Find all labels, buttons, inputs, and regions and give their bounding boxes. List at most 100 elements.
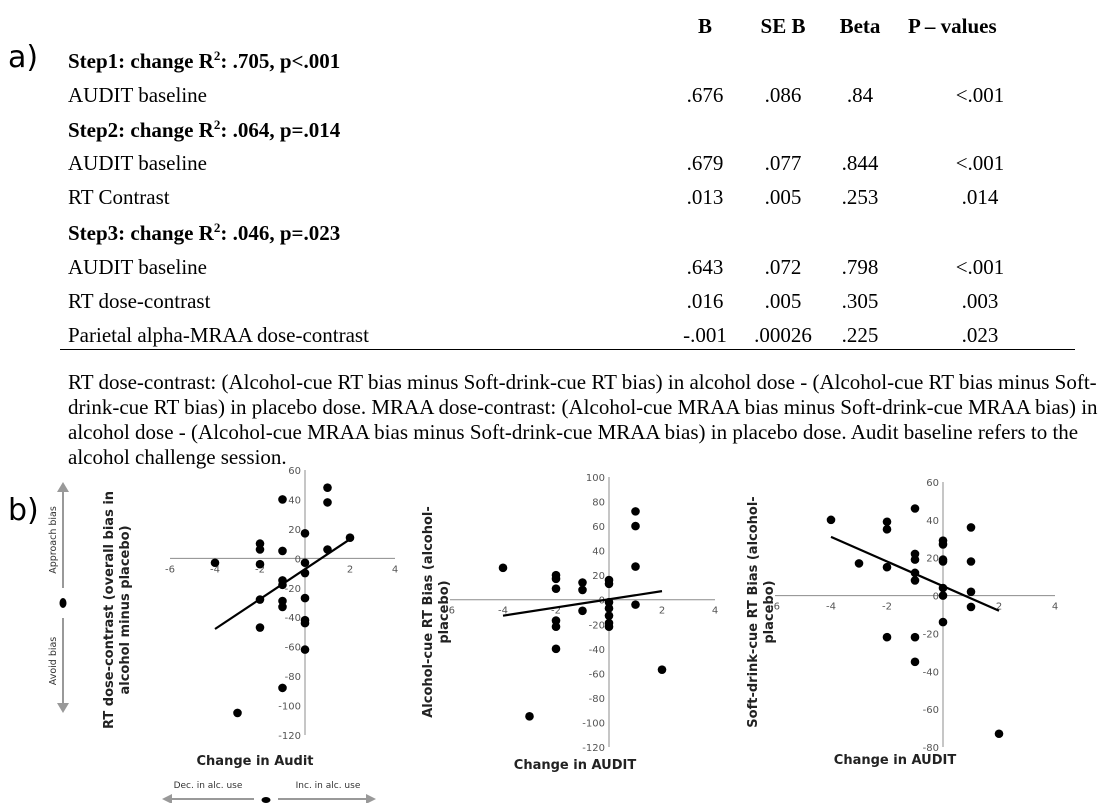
step1-row1-label: AUDIT baseline — [68, 83, 207, 107]
data-point — [910, 632, 920, 642]
data-point — [278, 596, 287, 606]
data-point — [994, 729, 1004, 739]
data-point — [210, 558, 220, 568]
header-beta: Beta — [839, 14, 881, 38]
step2-row2-label: RT Contrast — [68, 185, 170, 209]
data-point — [551, 644, 561, 654]
right-arrowhead-icon — [366, 794, 376, 803]
step3-row1-label: AUDIT baseline — [68, 255, 207, 279]
step3-row3-b: -.001 — [683, 323, 727, 347]
data-point — [278, 683, 287, 693]
data-point — [882, 525, 892, 534]
y-tick-label: -100 — [582, 718, 605, 729]
step3-row2-label: RT dose-contrast — [68, 289, 211, 313]
step3-row2-p: .003 — [961, 289, 999, 313]
data-point — [657, 665, 667, 674]
up-arrowhead-icon — [57, 482, 69, 492]
y-tick-label: 60 — [592, 522, 605, 533]
step2-row2-se: .005 — [764, 185, 802, 209]
x-tick-label: 4 — [1052, 602, 1058, 613]
dec-alc-use-label: Dec. in alc. use — [174, 781, 243, 791]
data-point — [966, 557, 976, 566]
step3-row1-p: <.001 — [955, 255, 1005, 279]
x-tick-label: -2 — [551, 606, 561, 617]
y-tick-label: 40 — [288, 495, 301, 506]
inc-alc-use-label: Inc. in alc. use — [296, 781, 361, 791]
data-point — [323, 483, 332, 492]
data-point — [323, 545, 332, 554]
x-tick-label: 2 — [659, 606, 665, 617]
step3-row3-se: .00026 — [754, 323, 812, 347]
y-tick-label: 0 — [933, 592, 939, 603]
data-point — [631, 521, 640, 531]
data-point — [300, 568, 310, 578]
data-point — [300, 645, 310, 654]
data-point — [578, 585, 587, 595]
x-axis-title: Change in AUDIT — [514, 758, 637, 773]
x-tick-label: 4 — [712, 606, 718, 617]
step2-row1-beta: .844 — [841, 151, 879, 175]
header-b: B — [697, 14, 712, 38]
step2-row1-label: AUDIT baseline — [68, 151, 207, 175]
y-tick-label: -40 — [923, 667, 939, 678]
data-point — [604, 622, 614, 632]
step3-row2-b: .016 — [686, 289, 724, 313]
step3-row1-se: .072 — [764, 255, 802, 279]
y-tick-label: 100 — [586, 473, 605, 484]
y-tick-label: 60 — [288, 466, 301, 477]
step1-row1-p: <.001 — [955, 83, 1005, 107]
data-point — [604, 611, 614, 620]
data-point — [255, 595, 265, 604]
y-tick-label: 0 — [295, 554, 301, 565]
data-point — [910, 576, 920, 585]
x-tick-label: -6 — [770, 602, 780, 613]
data-point — [604, 579, 614, 589]
data-point — [498, 563, 508, 573]
y-tick-label: -20 — [285, 584, 301, 595]
step2-row2-beta: .253 — [841, 185, 879, 209]
data-point — [631, 507, 640, 516]
y-tick-label: -80 — [589, 694, 605, 705]
y-tick-label: 60 — [926, 478, 939, 489]
avoid-bias-label: Avoid bias — [48, 637, 59, 686]
x-axis-title: Change in AUDIT — [834, 753, 957, 768]
data-point — [300, 593, 310, 603]
data-point — [854, 559, 864, 568]
x-tick-label: -4 — [210, 564, 220, 575]
data-point — [604, 604, 614, 613]
y-axis-title-group: Soft-drink-cue RT Bias (alcohol-placebo) — [746, 496, 777, 727]
data-point — [938, 583, 948, 593]
data-point — [233, 708, 242, 718]
data-point — [882, 562, 892, 572]
step2-row1-se: .077 — [764, 151, 802, 175]
step3-row1-beta: .798 — [841, 255, 879, 279]
step3-title: Step3: change R2: .046, p=.023 — [68, 220, 341, 245]
y-tick-label: -80 — [923, 743, 939, 754]
y-tick-label: 40 — [926, 516, 939, 527]
y-tick-label: -80 — [285, 672, 301, 683]
left-arrowhead-icon — [162, 794, 172, 803]
x-tick-label: -4 — [826, 602, 836, 613]
y-tick-label: -20 — [589, 620, 605, 631]
y-tick-label: -20 — [923, 629, 939, 640]
step1-row1-beta: .84 — [846, 83, 874, 107]
table-bottom-rule — [60, 349, 1075, 350]
x-tick-label: -6 — [165, 564, 175, 575]
step3-row3-beta: .225 — [841, 323, 879, 347]
data-point — [255, 539, 265, 548]
x-tick-label: -4 — [498, 606, 508, 617]
x-tick-label: 2 — [996, 602, 1002, 613]
data-point — [300, 618, 310, 628]
scatter-chart-rt-dose-contrast: -120 -100 -80 -60 -40 -20 0 20 40 60 -6 -4 -2 2 4 Chang… — [102, 466, 398, 769]
data-point — [551, 584, 561, 593]
x-tick-label: -2 — [255, 564, 265, 575]
y-tick-label: -100 — [278, 702, 301, 713]
scatter-chart-soft-drink-cue: -80 -60 -40 -20 0 20 40 60 -6 -4 -2 2 4 Change in AUD… — [746, 478, 1058, 768]
y-tick-label: -40 — [589, 645, 605, 656]
approach-bias-label: Approach bias — [48, 506, 59, 574]
data-point — [300, 558, 310, 568]
y-tick-label: -40 — [285, 613, 301, 624]
step1-title: Step1: change R2: .705, p<.001 — [68, 48, 341, 73]
y-tick-label: -60 — [589, 669, 605, 680]
down-arrowhead-icon — [57, 703, 69, 713]
